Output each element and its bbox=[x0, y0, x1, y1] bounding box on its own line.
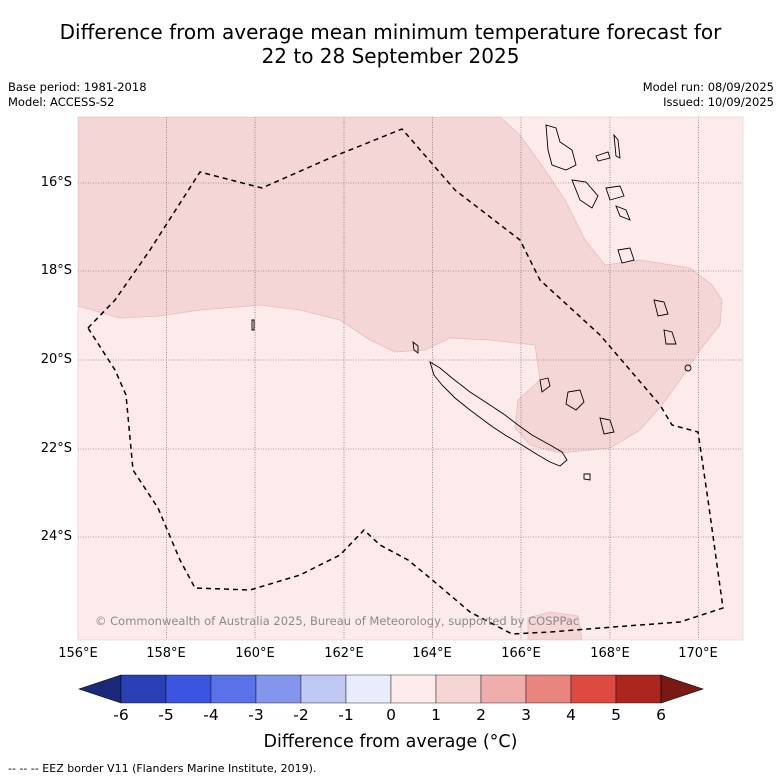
colorbar-bin bbox=[390, 674, 437, 704]
eez-border bbox=[87, 128, 724, 635]
colorbar-arrow-low bbox=[78, 674, 122, 704]
colorbar-tick-label: 6 bbox=[656, 706, 666, 724]
colorbar-bin bbox=[525, 674, 572, 704]
copyright-notice: © Commonwealth of Australia 2025, Bureau… bbox=[95, 614, 580, 628]
vanuatu-maewo bbox=[613, 133, 621, 159]
map-frame bbox=[77, 116, 744, 641]
map-title: Difference from average mean minimum tem… bbox=[0, 20, 781, 68]
meta-left: Base period: 1981-2018 Model: ACCESS-S2 bbox=[8, 80, 147, 110]
eez-footnote: -- -- -- EEZ border V11 (Flanders Marine… bbox=[8, 762, 317, 775]
colorbar-tick-label: 1 bbox=[431, 706, 441, 724]
colorbar-tick-label: 4 bbox=[566, 706, 576, 724]
base-period: Base period: 1981-2018 bbox=[8, 80, 147, 94]
anomaly-region-1-2 bbox=[78, 117, 723, 454]
colorbar-bin bbox=[255, 674, 302, 704]
colorbar bbox=[78, 674, 704, 704]
colorbar-bin bbox=[570, 674, 617, 704]
vanuatu-tanna bbox=[663, 329, 677, 345]
title-line-2: 22 to 28 September 2025 bbox=[261, 44, 520, 68]
title-line-1: Difference from average mean minimum tem… bbox=[59, 20, 722, 44]
loyalty-island-2 bbox=[565, 389, 585, 411]
colorbar-tick-label: -6 bbox=[113, 706, 129, 724]
model-name: Model: ACCESS-S2 bbox=[8, 95, 115, 109]
vanuatu-aneityum bbox=[684, 364, 692, 372]
colorbar-title: Difference from average (°C) bbox=[263, 732, 518, 752]
vanuatu-erromango bbox=[653, 299, 669, 317]
lat-label-22: 22°S bbox=[40, 441, 72, 456]
colorbar-tick-label: 2 bbox=[476, 706, 486, 724]
loyalty-island-3 bbox=[599, 417, 615, 435]
lon-label-160: 160°E bbox=[235, 646, 275, 661]
model-run: Model run: 08/09/2025 bbox=[642, 80, 774, 94]
colorbar-tick-label: -5 bbox=[158, 706, 174, 724]
loyalty-island-1 bbox=[539, 377, 551, 393]
lon-label-162: 162°E bbox=[324, 646, 364, 661]
chesterfield-islet bbox=[251, 319, 255, 331]
lon-label-164: 164°E bbox=[412, 646, 452, 661]
colorbar-bin bbox=[300, 674, 347, 704]
colorbar-tick-label: 3 bbox=[521, 706, 531, 724]
lon-label-166: 166°E bbox=[501, 646, 541, 661]
lat-label-24: 24°S bbox=[40, 529, 72, 544]
colorbar-bin bbox=[615, 674, 662, 704]
colorbar-bin bbox=[210, 674, 257, 704]
colorbar-tick-label: 5 bbox=[611, 706, 621, 724]
vanuatu-ambae bbox=[595, 151, 611, 162]
lon-label-158: 158°E bbox=[146, 646, 186, 661]
colorbar-tick-label: -2 bbox=[293, 706, 309, 724]
vanuatu-epi bbox=[615, 205, 631, 221]
colorbar-tick-label: -3 bbox=[248, 706, 264, 724]
lon-label-156: 156°E bbox=[58, 646, 98, 661]
colorbar-bin bbox=[435, 674, 482, 704]
meta-right: Model run: 08/09/2025 Issued: 10/09/2025 bbox=[643, 80, 774, 110]
lat-label-16: 16°S bbox=[40, 175, 72, 190]
colorbar-tick-label: 0 bbox=[386, 706, 396, 724]
new-caledonia-island bbox=[429, 361, 568, 467]
vanuatu-malekula bbox=[571, 179, 599, 209]
gridlines bbox=[78, 117, 743, 640]
colorbar-arrow-high bbox=[660, 674, 704, 704]
vanuatu-pentecost bbox=[605, 185, 625, 201]
vanuatu-espiritu-santo bbox=[545, 124, 577, 171]
colorbar-bin bbox=[480, 674, 527, 704]
colorbar-tick-label: -1 bbox=[338, 706, 354, 724]
lat-label-18: 18°S bbox=[40, 263, 72, 278]
lon-label-168: 168°E bbox=[590, 646, 630, 661]
colorbar-bin bbox=[165, 674, 212, 704]
colorbar-bin bbox=[120, 674, 167, 704]
belep-islands bbox=[412, 340, 419, 354]
vanuatu-efate bbox=[617, 247, 635, 264]
lon-label-170: 170°E bbox=[678, 646, 718, 661]
issued-date: Issued: 10/09/2025 bbox=[663, 95, 774, 109]
lat-label-20: 20°S bbox=[40, 352, 72, 367]
isle-of-pines bbox=[583, 473, 591, 481]
colorbar-tick-label: -4 bbox=[203, 706, 219, 724]
colorbar-bin bbox=[345, 674, 392, 704]
